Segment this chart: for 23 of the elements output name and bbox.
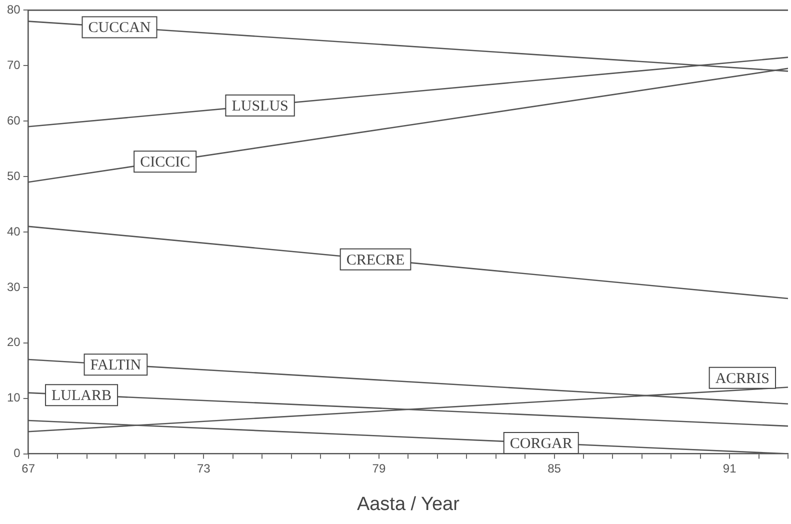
y-tick-label: 70 <box>6 58 21 72</box>
y-tick-label: 60 <box>6 113 21 128</box>
y-tick-label: 30 <box>6 280 21 294</box>
y-tick-label: 10 <box>6 390 21 405</box>
y-tick-label: 40 <box>6 224 21 238</box>
series-label: CICCIC <box>140 154 190 171</box>
y-tick-label: 50 <box>6 168 21 183</box>
x-tick-label: 73 <box>196 461 211 476</box>
series-label: CORGAR <box>510 436 572 452</box>
series-label: CUCCAN <box>88 20 151 36</box>
x-tick-label: 67 <box>22 461 36 476</box>
y-tick-label: 0 <box>14 446 21 460</box>
x-axis-title: Aasta / Year <box>356 494 460 515</box>
y-tick-label: 20 <box>6 335 21 350</box>
series-label: FALTIN <box>90 358 142 374</box>
series-label: CRECRE <box>346 252 405 268</box>
y-tick-label: 80 <box>6 2 21 17</box>
series-label: LUSLUS <box>232 98 288 114</box>
series-label: LULARB <box>52 388 112 404</box>
series-label: ACRRIS <box>715 370 770 387</box>
x-tick-label: 91 <box>722 461 737 476</box>
x-tick-label: 85 <box>548 461 562 476</box>
x-tick-label: 79 <box>372 461 386 476</box>
